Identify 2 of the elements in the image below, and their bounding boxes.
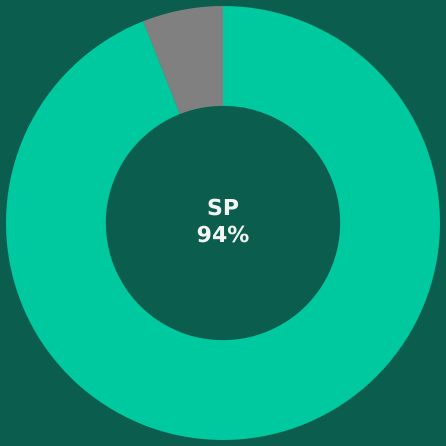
data-label: 94% <box>196 223 250 248</box>
slice-label: SP <box>207 196 239 222</box>
